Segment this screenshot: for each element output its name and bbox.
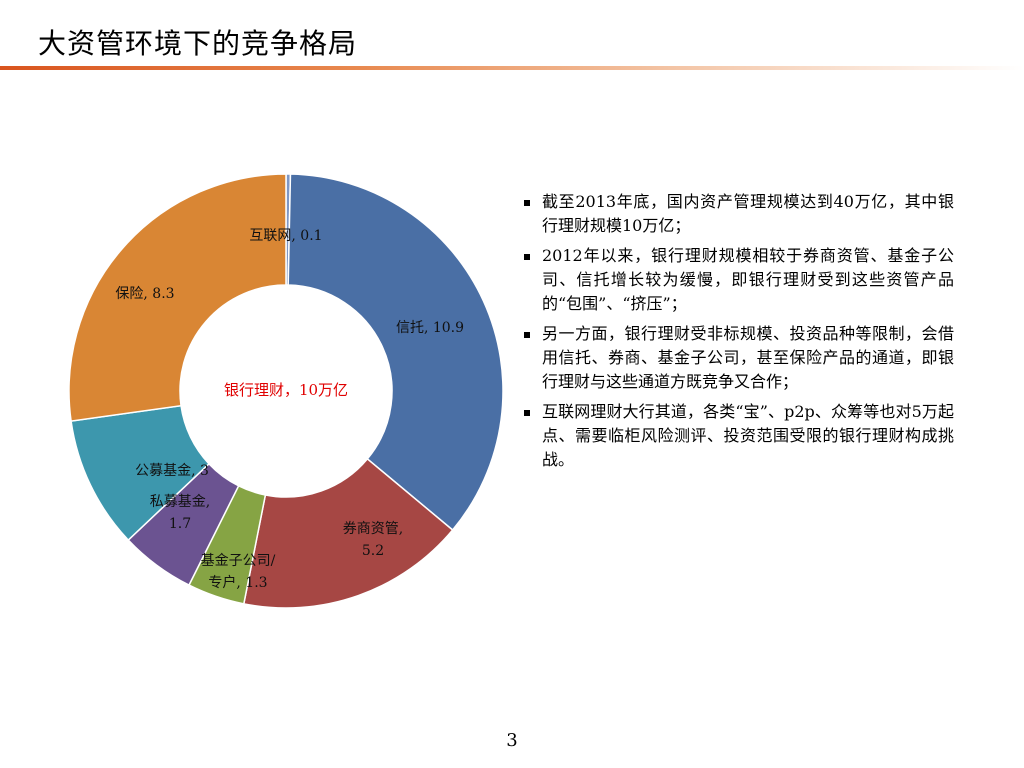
slice-label: 信托, 10.9 xyxy=(396,320,464,336)
title-underline xyxy=(0,66,1024,70)
donut-slice xyxy=(287,173,504,532)
bullet-marker-icon xyxy=(524,332,530,338)
donut-slice xyxy=(242,457,454,609)
bullet-list: 截至2013年底，国内资产管理规模达到40万亿，其中银行理财规模10万亿； 20… xyxy=(522,190,954,478)
bullet-item: 2012年以来，银行理财规模相较于券商资管、基金子公司、信托增长较为缓慢，即银行… xyxy=(522,244,954,316)
bullet-marker-icon xyxy=(524,410,530,416)
donut-slice xyxy=(68,173,287,422)
slice-label: 保险, 8.3 xyxy=(115,286,174,302)
bullet-text: 另一方面，银行理财受非标规模、投资品种等限制，会借用信托、券商、基金子公司，甚至… xyxy=(542,324,954,391)
slice-label: 券商资管, 5.2 xyxy=(343,521,403,559)
bullet-text: 2012年以来，银行理财规模相较于券商资管、基金子公司、信托增长较为缓慢，即银行… xyxy=(542,246,954,313)
bullet-marker-icon xyxy=(524,200,530,206)
slice-label: 互联网, 0.1 xyxy=(249,228,322,244)
bullet-marker-icon xyxy=(524,254,530,260)
bullet-text: 互联网理财大行其道，各类“宝”、p2p、众筹等也对5万起点、需要临柜风险测评、投… xyxy=(542,402,954,469)
bullet-item: 互联网理财大行其道，各类“宝”、p2p、众筹等也对5万起点、需要临柜风险测评、投… xyxy=(522,400,954,472)
bullet-text: 截至2013年底，国内资产管理规模达到40万亿，其中银行理财规模10万亿； xyxy=(542,192,954,235)
slide-title: 大资管环境下的竞争格局 xyxy=(38,27,358,60)
bullet-item: 截至2013年底，国内资产管理规模达到40万亿，其中银行理财规模10万亿； xyxy=(522,190,954,238)
slice-label: 基金子公司/专户, 1.3 xyxy=(201,552,276,591)
page-number: 3 xyxy=(506,730,518,751)
donut-chart: 互联网, 0.1 信托, 10.9 券商资管, 5.2 基金子公司/专户, 1.3 私募基… xyxy=(68,173,504,609)
slice-label: 私募基金, 1.7 xyxy=(150,493,210,532)
slice-label: 公募基金, 3 xyxy=(135,462,209,479)
bullet-item: 另一方面，银行理财受非标规模、投资品种等限制，会借用信托、券商、基金子公司，甚至… xyxy=(522,322,954,394)
center-label: 银行理财，10万亿 xyxy=(224,381,348,399)
